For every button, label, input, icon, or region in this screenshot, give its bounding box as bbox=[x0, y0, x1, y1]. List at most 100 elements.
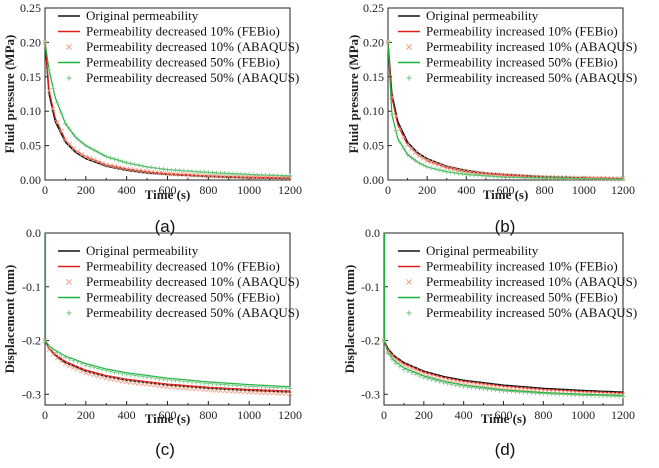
marker-x bbox=[242, 389, 248, 395]
marker-x bbox=[136, 380, 142, 386]
marker-plus bbox=[600, 393, 606, 399]
marker-x bbox=[140, 168, 146, 174]
y-axis-label: Displacement (mm) bbox=[342, 265, 357, 374]
marker-plus bbox=[437, 379, 442, 385]
marker-plus bbox=[132, 162, 138, 167]
marker-plus bbox=[518, 175, 524, 180]
marker-x bbox=[271, 175, 277, 181]
x-tick-label: 400 bbox=[118, 183, 136, 197]
panel-label: (c) bbox=[155, 440, 175, 459]
marker-plus bbox=[432, 166, 438, 172]
marker-plus bbox=[193, 169, 199, 174]
legend-label-ab50: Permeability increased 50% (ABAQUS) bbox=[426, 305, 637, 320]
marker-x bbox=[124, 166, 130, 172]
marker-plus bbox=[588, 393, 594, 398]
marker-plus bbox=[222, 171, 227, 176]
marker-plus bbox=[577, 176, 583, 181]
marker-x bbox=[397, 126, 403, 132]
marker-x bbox=[275, 390, 281, 396]
marker-plus bbox=[87, 364, 93, 369]
marker-x bbox=[67, 141, 72, 147]
marker-plus bbox=[542, 175, 547, 181]
chart-panel-2: 0 200 400 600 800 1000 1200 -0.3 -0.2 -0.1 0.0 Time… bbox=[2, 226, 302, 459]
marker-x bbox=[156, 383, 162, 389]
y-tick-label: 0.20 bbox=[363, 35, 384, 49]
marker-plus bbox=[124, 372, 129, 377]
marker-plus bbox=[448, 170, 453, 175]
marker-plus bbox=[405, 152, 410, 157]
marker-x bbox=[475, 170, 481, 176]
marker-x bbox=[432, 161, 438, 166]
marker-plus bbox=[50, 347, 56, 352]
y-tick-label: 0.10 bbox=[20, 104, 41, 118]
legend-label-ab50: Permeability decreased 50% (ABAQUS) bbox=[86, 305, 299, 320]
x-tick-label: 200 bbox=[415, 408, 433, 422]
panel-label: (a) bbox=[155, 217, 176, 236]
marker-x bbox=[401, 134, 407, 140]
marker-plus bbox=[120, 371, 125, 376]
x-axis-label: Time (s) bbox=[145, 411, 191, 426]
marker-plus bbox=[91, 365, 97, 370]
y-tick-label: 0.25 bbox=[20, 1, 41, 15]
y-tick-label: 0.15 bbox=[363, 70, 384, 84]
marker-x bbox=[254, 174, 260, 180]
marker-x bbox=[459, 168, 465, 174]
marker-x bbox=[87, 371, 93, 377]
marker-plus bbox=[112, 156, 117, 162]
marker-x bbox=[234, 174, 240, 180]
marker-x bbox=[165, 384, 170, 390]
marker-plus bbox=[581, 176, 587, 181]
legend-label-original: Original permeability bbox=[426, 8, 539, 23]
series-markers-ab50 bbox=[385, 40, 626, 182]
marker-plus bbox=[275, 385, 280, 390]
marker-plus bbox=[460, 171, 465, 177]
legend-label-original: Original permeability bbox=[86, 243, 199, 258]
marker-x bbox=[181, 385, 187, 391]
chart-panel-1: 0 200 400 600 800 1000 1200 0.00 0.05 0.10 0.15 0.2… bbox=[346, 1, 637, 236]
marker-plus bbox=[189, 379, 195, 385]
marker-x bbox=[116, 164, 121, 170]
marker-plus bbox=[185, 168, 191, 174]
marker-plus bbox=[153, 375, 158, 381]
marker-plus bbox=[226, 171, 231, 176]
marker-plus bbox=[283, 385, 289, 391]
marker-x bbox=[197, 386, 203, 392]
marker-plus bbox=[413, 372, 419, 377]
marker-x bbox=[87, 155, 93, 161]
marker-plus bbox=[601, 176, 606, 182]
marker-plus bbox=[259, 384, 264, 390]
marker-plus bbox=[557, 392, 562, 397]
marker-plus bbox=[71, 132, 76, 137]
marker-plus bbox=[140, 163, 146, 169]
x-tick-label: 800 bbox=[536, 183, 554, 197]
marker-plus bbox=[246, 172, 252, 177]
y-tick-label: 0.00 bbox=[363, 173, 384, 187]
marker-x bbox=[271, 390, 277, 396]
marker-plus bbox=[75, 136, 80, 142]
series-line-fe10 bbox=[44, 340, 291, 392]
marker-plus bbox=[554, 175, 559, 181]
x-tick-label: 200 bbox=[77, 408, 95, 422]
marker-plus bbox=[393, 361, 399, 366]
marker-x bbox=[148, 382, 154, 388]
marker-x bbox=[83, 154, 89, 160]
marker-plus bbox=[108, 155, 113, 161]
marker-x bbox=[230, 388, 236, 394]
marker-plus bbox=[185, 379, 191, 384]
marker-plus bbox=[605, 176, 610, 182]
marker-plus bbox=[538, 175, 543, 181]
marker-plus bbox=[549, 391, 554, 397]
marker-plus bbox=[91, 147, 97, 153]
x-tick-label: 1200 bbox=[611, 408, 635, 422]
marker-plus bbox=[202, 169, 207, 175]
marker-plus bbox=[251, 384, 256, 389]
marker-plus bbox=[529, 390, 534, 396]
marker-plus bbox=[104, 154, 109, 159]
marker-x bbox=[197, 172, 203, 178]
marker-plus bbox=[181, 168, 187, 173]
marker-x bbox=[214, 387, 219, 393]
marker-x bbox=[405, 142, 411, 148]
marker-x bbox=[111, 164, 117, 169]
marker-x bbox=[393, 113, 399, 119]
legend-label-ab10: Permeability increased 10% (ABAQUS) bbox=[426, 39, 637, 54]
